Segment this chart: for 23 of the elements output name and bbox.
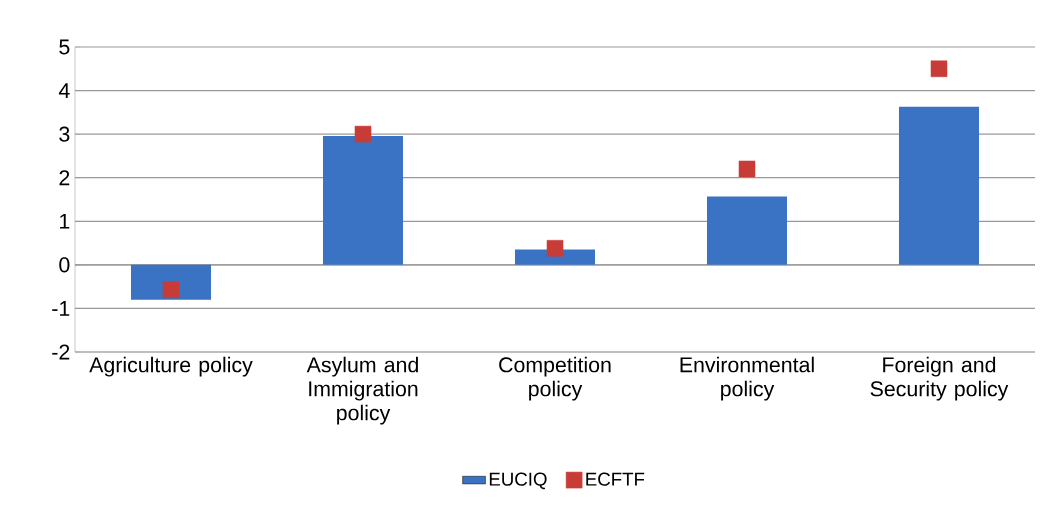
bar	[707, 196, 787, 265]
point	[738, 160, 756, 178]
x-tick-label: Environmental policy	[680, 356, 814, 401]
x-tick-label: Agriculture policy	[89, 356, 253, 377]
y-tick-label: 4	[58, 83, 70, 98]
bar	[323, 135, 404, 265]
y-tick-label: -2	[52, 344, 70, 360]
y-tick-label: 3	[59, 126, 70, 142]
y-tick-label: 5	[59, 39, 70, 55]
y-tick-label: -1	[52, 301, 70, 316]
point	[546, 240, 564, 257]
legend-label: EUCIQ	[489, 472, 547, 490]
bar	[899, 106, 979, 265]
point	[930, 60, 948, 78]
y-tick-label: 1	[60, 213, 70, 229]
point	[354, 125, 372, 143]
x-tick-label: Asylum and Immigration policy	[306, 356, 418, 425]
x-tick-label: Foreign and Security policy	[870, 356, 1009, 401]
y-tick-label: 2	[59, 170, 70, 186]
x-tick-label: Competition policy	[499, 356, 611, 401]
y-tick-label: 0	[59, 257, 70, 273]
legend-label: ECFTF	[586, 472, 645, 486]
point	[162, 281, 180, 298]
